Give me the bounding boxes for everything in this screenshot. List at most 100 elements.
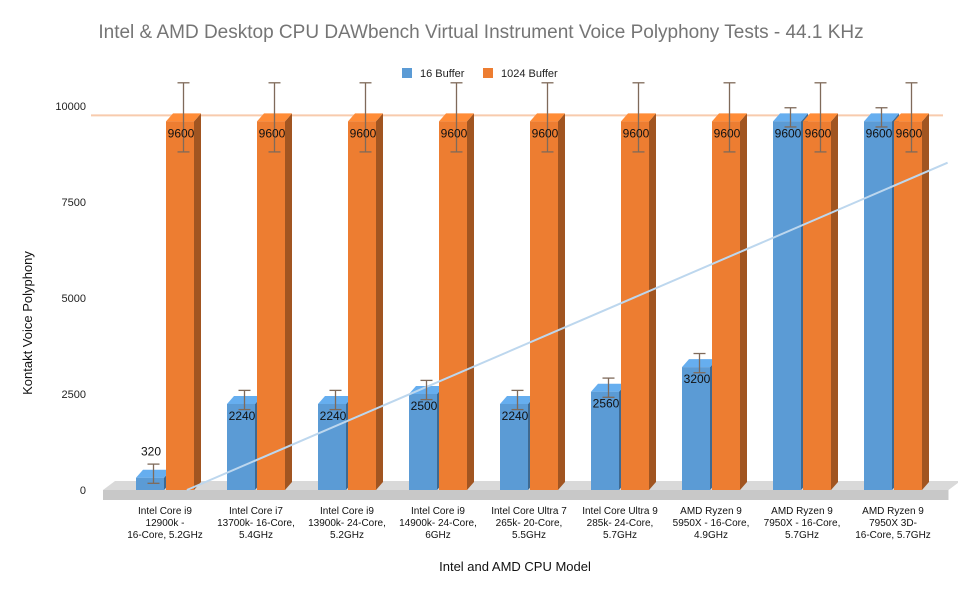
bar-front [409, 394, 437, 490]
bar-side [285, 113, 292, 491]
bar-1024-buffer [166, 113, 201, 491]
bar-side [376, 113, 383, 491]
legend-label-16-buffer: 16 Buffer [420, 68, 465, 80]
trendline [186, 161, 948, 491]
x-category-label: Intel Core i7 13700k- 16-Core, 5.4GHz [217, 506, 295, 541]
data-label: 2500 [411, 399, 438, 413]
y-axis-ticks: 0 2500 5000 7500 10000 [55, 101, 86, 497]
bar-1024-buffer [348, 113, 383, 491]
bar-side [922, 113, 929, 491]
x-category-label-line: 7950X - 16-Core, [764, 518, 841, 529]
error-bar [875, 107, 888, 128]
x-category-label-line: Intel Core Ultra 9 [582, 506, 658, 517]
bar-front [712, 121, 740, 491]
bar-side [831, 113, 838, 491]
error-bar [723, 82, 736, 153]
x-category-label-line: Intel Core i9 [320, 506, 374, 517]
bar-front [348, 121, 376, 491]
data-label: 3200 [684, 372, 711, 386]
error-bar [632, 82, 645, 153]
bar-1024-buffer [257, 113, 292, 491]
bar-1024-buffer [439, 113, 474, 491]
x-category-label: AMD Ryzen 9 7950X 3D-16-Core, 5.7GHz [855, 506, 931, 541]
error-bar [511, 389, 524, 411]
x-category-label-line: 14900k- 24-Core, [399, 518, 477, 529]
x-category-label-line: Intel Core i9 [138, 506, 192, 517]
x-category-label: Intel Core Ultra 9 285k- 24-Core, 5.7GHz [582, 506, 658, 541]
data-label: 9600 [532, 126, 559, 140]
x-category-label-line: Intel Core i7 [229, 506, 283, 517]
bar-front [318, 403, 346, 490]
chart-title: Intel & AMD Desktop CPU DAWbench Virtual… [98, 22, 863, 43]
error-bars [147, 82, 918, 484]
error-bar [177, 82, 190, 153]
bar-16-buffer [864, 113, 899, 491]
bar-front [439, 121, 467, 491]
data-label: 9600 [805, 126, 832, 140]
bar-16-buffer [318, 395, 353, 490]
x-category-label-line: AMD Ryzen 9 [862, 506, 924, 517]
error-bar [238, 389, 251, 411]
data-label: 2560 [593, 397, 620, 411]
bar-front [682, 367, 710, 490]
data-label: 9600 [866, 126, 893, 140]
x-category-label: Intel Core i9 13900k- 24-Core, 5.2GHz [308, 506, 386, 541]
error-bar [541, 82, 554, 153]
y-tick-label: 0 [80, 485, 86, 497]
x-category-label-line: 16-Core, 5.2GHz [127, 530, 203, 541]
data-label: 320 [141, 445, 161, 459]
bar-side [649, 113, 656, 491]
error-bar [693, 352, 706, 374]
error-bar [420, 379, 433, 401]
error-bar [268, 82, 281, 153]
data-label: 2240 [320, 409, 347, 423]
bar-side [740, 113, 747, 491]
error-bar [602, 377, 615, 398]
data-label: 9600 [896, 126, 923, 140]
bar-front [894, 121, 922, 491]
bar-front [621, 121, 649, 491]
bar-1024-buffer [530, 113, 565, 491]
error-bar [147, 463, 160, 484]
data-label: 9600 [775, 126, 802, 140]
x-category-label-line: 7950X 3D- [869, 518, 917, 529]
error-bar [905, 82, 918, 153]
x-category-label-line: 4.9GHz [694, 530, 728, 541]
bar-front [591, 391, 619, 490]
legend-swatch-16-buffer [402, 68, 412, 78]
bar-front [773, 121, 801, 491]
bar-1024-buffer [712, 113, 747, 491]
x-axis-title: Intel and AMD CPU Model [439, 559, 591, 574]
data-label: 2240 [502, 409, 529, 423]
bar-front [257, 121, 285, 491]
error-bar [329, 389, 342, 411]
legend-label-1024-buffer: 1024 Buffer [501, 68, 558, 80]
floor-front [103, 490, 949, 500]
x-category-label-line: Intel Core i9 [411, 506, 465, 517]
error-bar [784, 107, 797, 128]
bar-side [467, 113, 474, 491]
x-category-label-line: 5.4GHz [239, 530, 273, 541]
bar-1024-buffer [803, 113, 838, 491]
bar-front [803, 121, 831, 491]
x-category-label: Intel Core i9 12900k -16-Core, 5.2GHz [127, 506, 203, 541]
x-category-label-line: 16-Core, 5.7GHz [855, 530, 931, 541]
bar-front [227, 403, 255, 490]
y-tick-label: 5000 [62, 293, 86, 305]
x-axis-categories: Intel Core i9 12900k -16-Core, 5.2GHzInte… [127, 506, 931, 541]
x-category-label: AMD Ryzen 9 5950X - 16-Core, 4.9GHz [673, 506, 750, 541]
y-tick-label: 7500 [62, 197, 86, 209]
x-category-label-line: 265k- 20-Core, [496, 518, 563, 529]
x-category-label-line: 13900k- 24-Core, [308, 518, 386, 529]
data-label: 9600 [441, 126, 468, 140]
bar-front [500, 403, 528, 490]
data-labels: 320 9600 2240 9600 2240 9600 2500 9600 2240 9600 2… [141, 126, 923, 458]
x-category-label-line: 12900k - [146, 518, 185, 529]
bar-front [166, 121, 194, 491]
x-category-label-line: 5.5GHz [512, 530, 546, 541]
bar-1024-buffer [894, 113, 929, 491]
bar-front [864, 121, 892, 491]
x-category-label-line: 5950X - 16-Core, [673, 518, 750, 529]
